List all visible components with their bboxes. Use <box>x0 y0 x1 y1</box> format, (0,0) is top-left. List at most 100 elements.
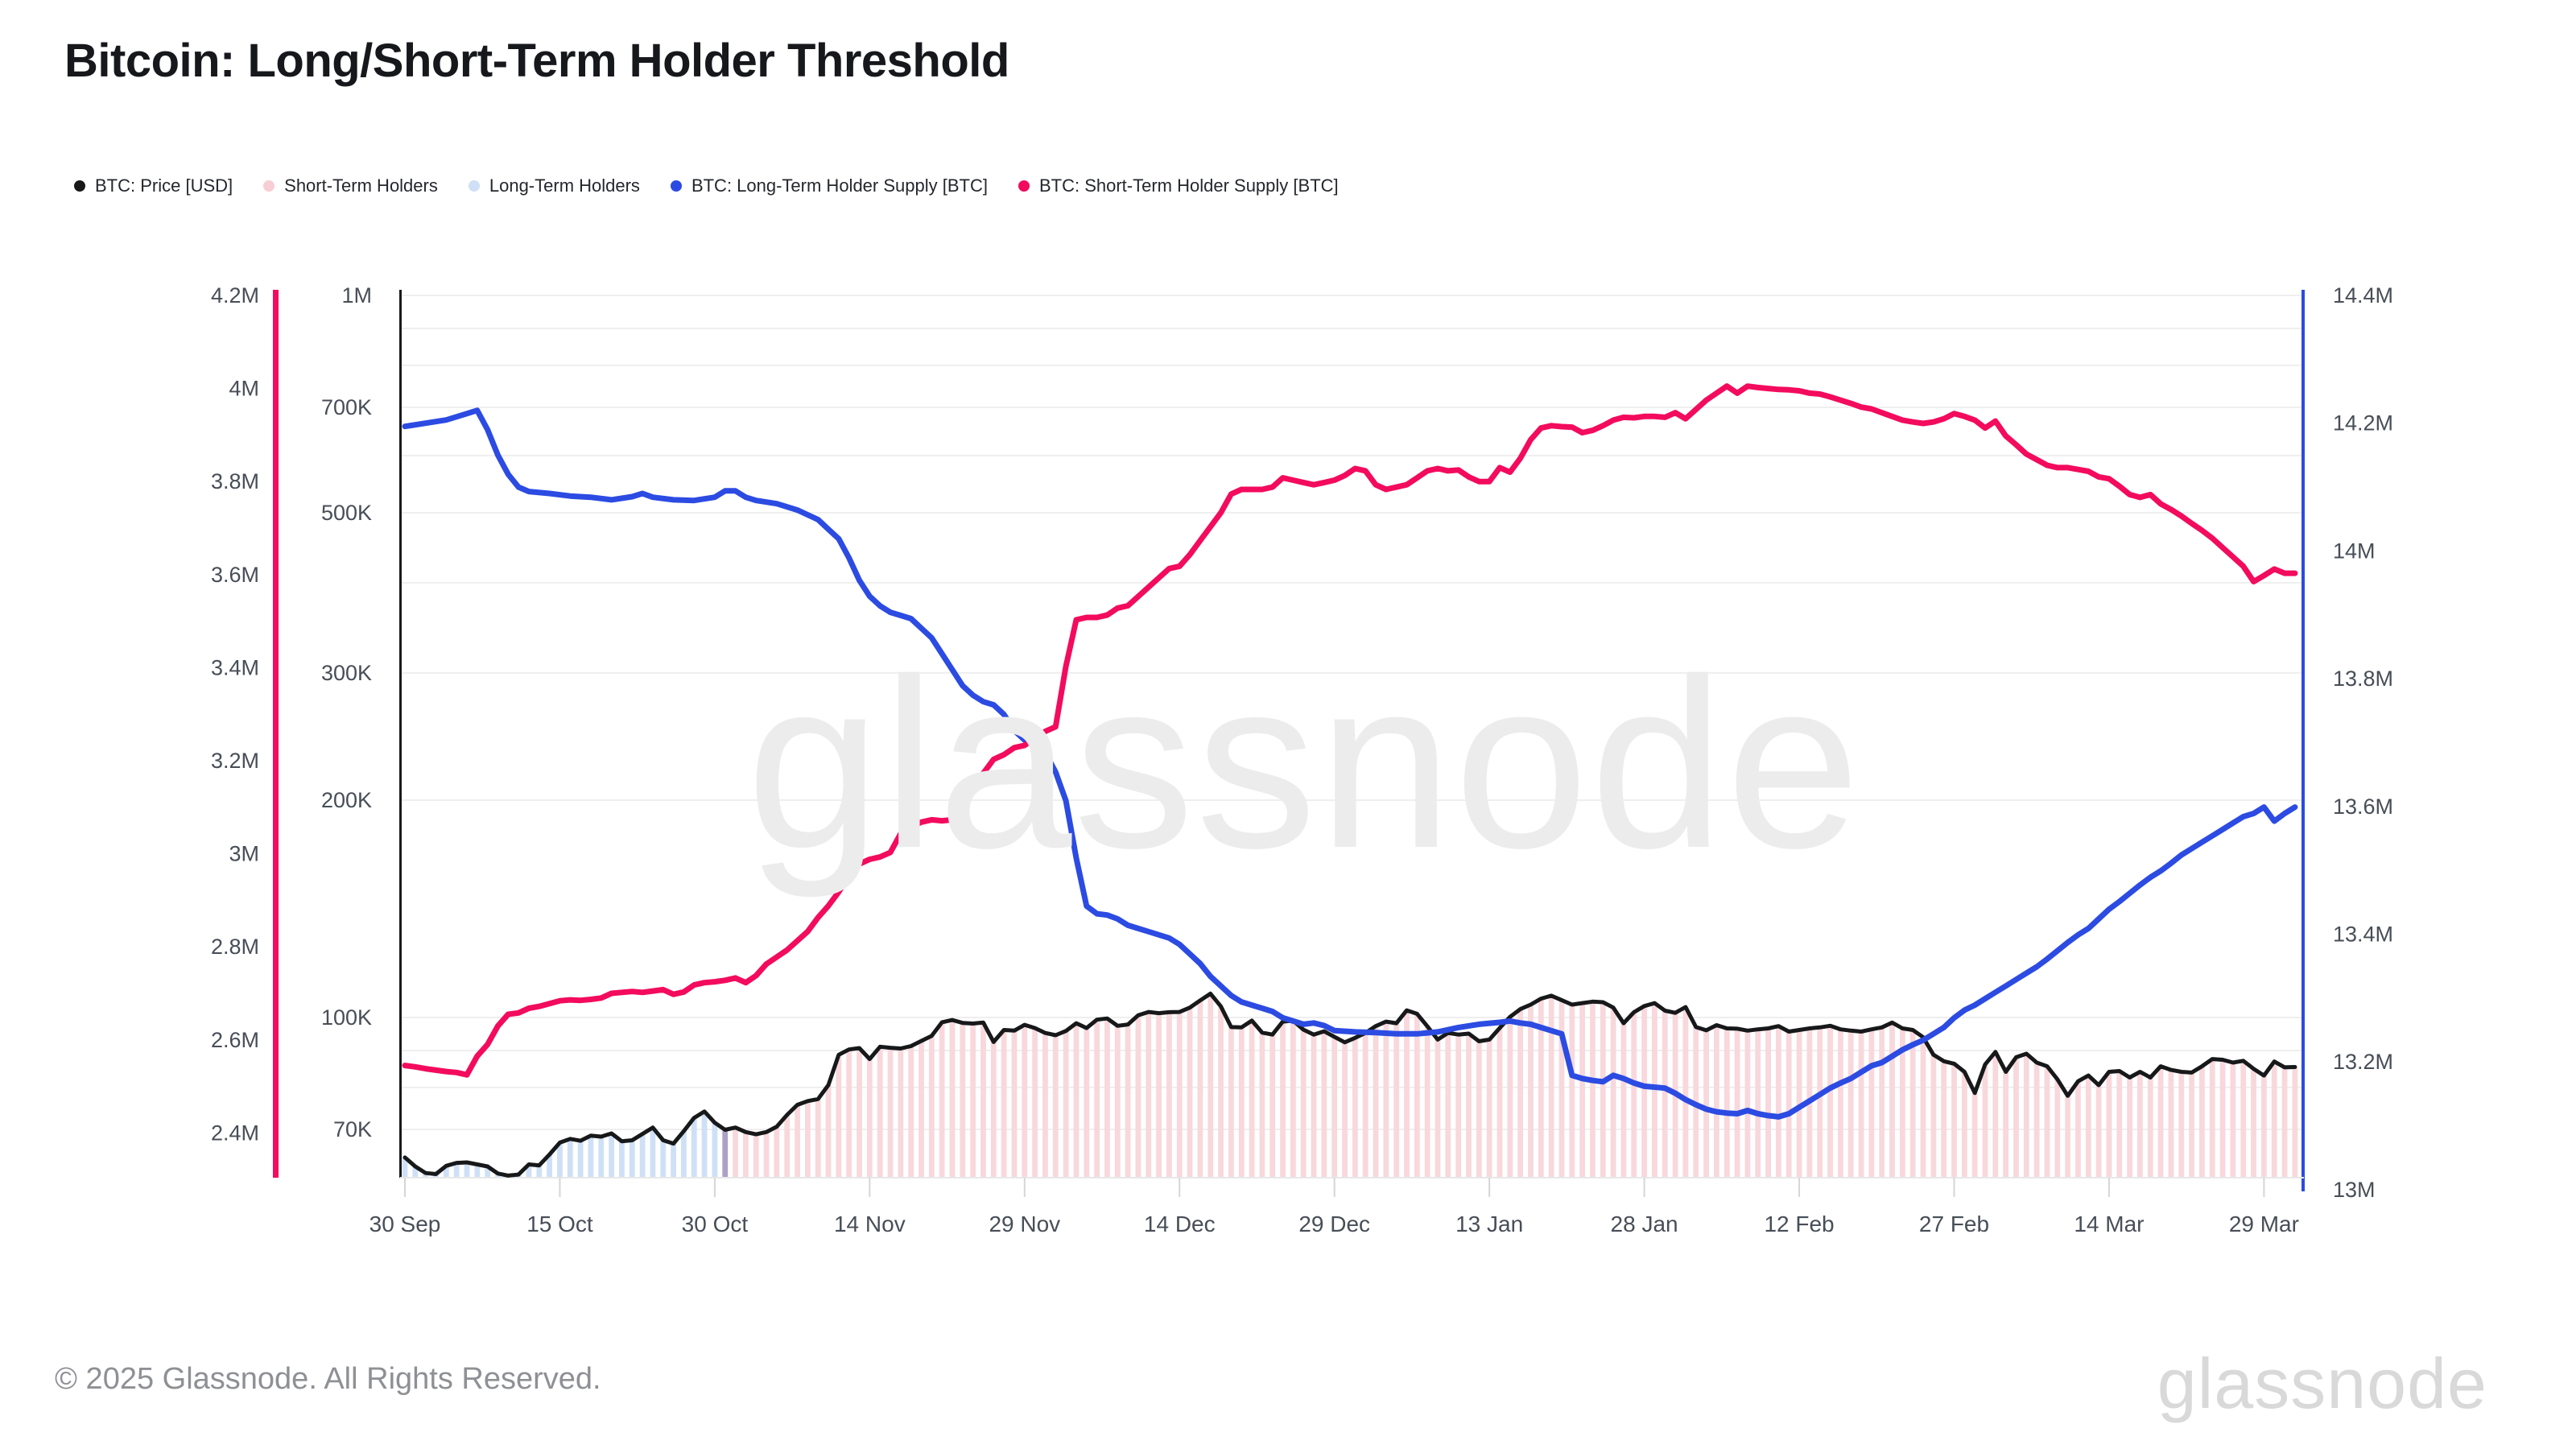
holder-region-bar <box>423 1173 429 1178</box>
holder-region-bar <box>1982 1064 1988 1178</box>
y-tick-lth: 13.4M <box>2333 923 2393 947</box>
holder-region-bar <box>1930 1055 1937 1178</box>
series-line-2 <box>402 383 2298 1078</box>
y-tick-lth: 14.4M <box>2333 283 2393 308</box>
holder-region-bar <box>742 1132 749 1178</box>
holder-region-bar <box>2189 1072 2194 1178</box>
holder-region-bar <box>1042 1033 1048 1178</box>
holder-region-bar <box>536 1165 543 1178</box>
holder-region-bar <box>722 1129 729 1178</box>
holder-region-bar <box>2199 1066 2205 1178</box>
y-tick-sth: 4M <box>229 377 259 401</box>
holder-region-bar <box>2075 1081 2081 1178</box>
holder-region-bar <box>784 1115 791 1178</box>
legend-item-3[interactable]: BTC: Long-Term Holder Supply [BTC] <box>670 175 988 196</box>
legend-dot-icon <box>1018 180 1030 192</box>
holder-region-bar <box>1362 1033 1368 1178</box>
holder-region-bar <box>2261 1075 2267 1178</box>
y-tick-lth: 14M <box>2333 539 2376 563</box>
x-tick-label: 29 Nov <box>989 1212 1060 1236</box>
holder-region-bar <box>650 1127 656 1178</box>
x-tick-label: 29 Dec <box>1298 1212 1370 1236</box>
x-tick-label: 27 Feb <box>1919 1212 1989 1236</box>
holder-region-bar <box>898 1048 904 1178</box>
series-line-0 <box>402 991 2297 1178</box>
holder-region-bar <box>567 1138 573 1178</box>
y-tick-sth: 4.2M <box>211 283 259 308</box>
x-tick-label: 14 Dec <box>1144 1212 1216 1236</box>
holder-region-bar <box>1114 1026 1121 1178</box>
holder-region-bar <box>2106 1071 2112 1178</box>
holder-region-bar <box>1022 1025 1028 1178</box>
y-tick-price: 500K <box>321 501 372 525</box>
holder-region-bar <box>495 1173 501 1178</box>
holder-region-bar <box>1652 1003 1657 1178</box>
y-tick-price: 300K <box>321 661 372 685</box>
holder-region-bar <box>1817 1027 1823 1178</box>
holder-region-bar <box>619 1141 625 1178</box>
holder-region-bar <box>1548 995 1554 1178</box>
legend-item-2[interactable]: Long-Term Holders <box>468 175 640 196</box>
y-tick-sth: 3.2M <box>211 749 259 773</box>
holder-region-bar <box>2065 1096 2071 1178</box>
holder-region-bar <box>1238 1027 1245 1178</box>
holder-region-bar <box>557 1142 563 1178</box>
holder-region-bar <box>1331 1037 1338 1178</box>
holder-region-bar <box>2178 1071 2185 1178</box>
holder-region-bar <box>1104 1018 1110 1178</box>
legend-item-1[interactable]: Short-Term Holders <box>263 175 438 196</box>
holder-region-bar <box>2292 1067 2298 1178</box>
holder-region-bar <box>1176 1012 1183 1178</box>
legend-label: BTC: Short-Term Holder Supply [BTC] <box>1038 175 1339 196</box>
holder-region-bar <box>1249 1020 1255 1178</box>
holder-region-bar <box>919 1041 924 1178</box>
holder-region-bar <box>753 1134 759 1178</box>
holder-region-bar <box>1899 1028 1905 1178</box>
holder-region-bar <box>1992 1051 1999 1178</box>
holder-region-bar <box>1920 1037 1926 1178</box>
holder-region-bar <box>990 1042 997 1178</box>
legend-dot-icon <box>74 180 85 192</box>
x-tick-label: 15 Oct <box>526 1212 593 1236</box>
holder-region-bar <box>1971 1092 1978 1178</box>
holder-region-bar <box>733 1127 738 1178</box>
holder-region-bar <box>804 1100 811 1178</box>
holder-region-bar <box>1868 1029 1875 1178</box>
holder-region-bar <box>1703 1030 1709 1178</box>
x-tick-label: 14 Nov <box>834 1212 906 1236</box>
sth-axis-line <box>273 290 279 1178</box>
holder-region-bar <box>2219 1059 2226 1178</box>
legend-item-0[interactable]: BTC: Price [USD] <box>74 175 233 196</box>
lth-axis-line <box>2301 290 2305 1191</box>
holder-region-bar <box>1084 1028 1090 1178</box>
holder-region-bar <box>1455 1034 1462 1178</box>
holder-region-bar <box>701 1111 708 1178</box>
holder-region-bar <box>1641 1005 1647 1178</box>
holder-region-bar <box>2209 1059 2215 1178</box>
holder-region-bar <box>1404 1010 1410 1178</box>
holder-region-bar <box>1424 1026 1430 1178</box>
holder-region-bar <box>464 1162 470 1178</box>
holder-region-bar <box>443 1166 449 1178</box>
holder-region-bar <box>2281 1067 2288 1178</box>
y-tick-price: 70K <box>333 1117 372 1141</box>
holder-region-bar <box>1528 1004 1534 1178</box>
holder-region-bar <box>1569 1004 1575 1178</box>
holder-region-bar <box>1197 1000 1203 1178</box>
holder-region-bar <box>2147 1077 2153 1178</box>
holder-region-bar <box>1517 1009 1524 1178</box>
holder-region-bar <box>609 1133 614 1178</box>
holder-region-bar <box>2271 1061 2277 1178</box>
legend-item-4[interactable]: BTC: Short-Term Holder Supply [BTC] <box>1018 175 1339 196</box>
holder-region-bar <box>1300 1030 1307 1178</box>
y-tick-price: 100K <box>321 1005 372 1030</box>
holder-region-bar <box>1445 1033 1451 1178</box>
x-tick-label: 12 Feb <box>1764 1212 1834 1236</box>
holder-region-bar <box>774 1126 780 1178</box>
holder-region-bar <box>1259 1032 1265 1178</box>
holder-region-bar <box>1879 1027 1885 1178</box>
holder-region-bar <box>1889 1022 1895 1178</box>
holder-region-bar <box>1280 1022 1286 1178</box>
